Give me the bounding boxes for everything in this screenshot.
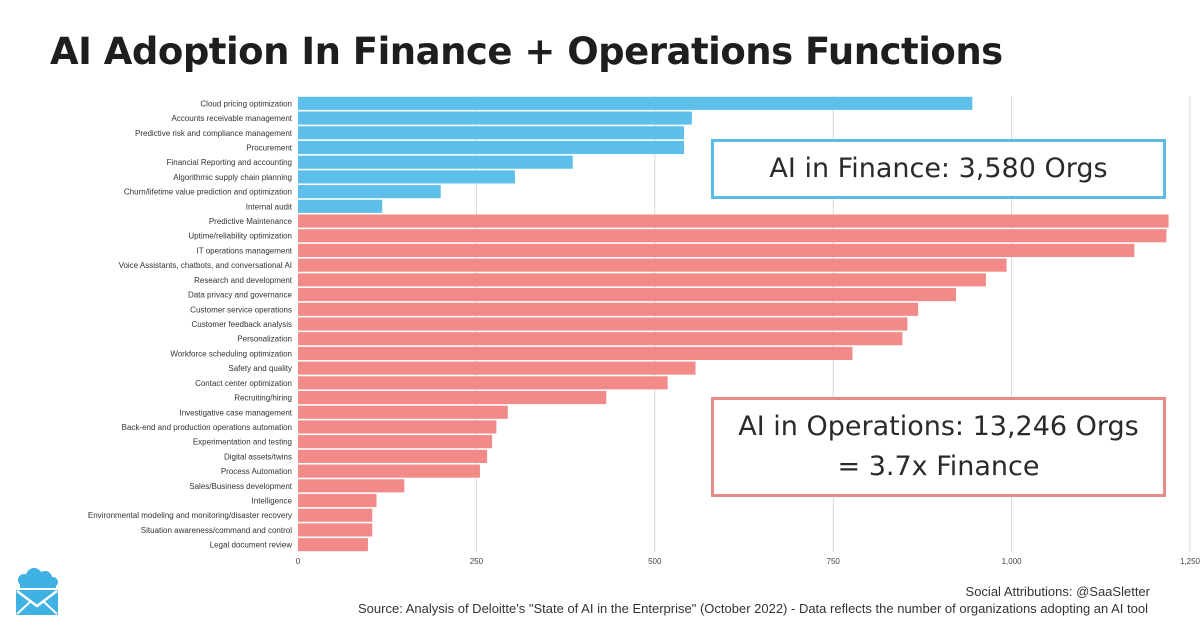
category-label: Legal document review xyxy=(210,541,292,550)
category-label: Financial Reporting and accounting xyxy=(167,158,292,167)
bar-operations xyxy=(298,390,607,405)
finance-callout-text: AI in Finance: 3,580 Orgs xyxy=(769,153,1108,184)
bar-operations xyxy=(298,435,493,449)
bar-operations xyxy=(298,214,1169,228)
bar-operations xyxy=(298,464,480,478)
x-tick-label: 750 xyxy=(827,557,841,566)
category-labels: Cloud pricing optimization Accounts recei… xyxy=(88,99,293,549)
bar-operations xyxy=(298,243,1135,258)
category-label: Back-end and production operations autom… xyxy=(122,423,292,432)
bar-operations xyxy=(298,332,903,346)
category-label: Customer service operations xyxy=(190,305,292,314)
bar-operations xyxy=(298,376,668,390)
bar-finance xyxy=(298,140,685,155)
category-label: Cloud pricing optimization xyxy=(200,99,292,108)
bar-operations xyxy=(298,302,919,316)
x-tick-label: 1,250 xyxy=(1180,557,1200,566)
operations-callout-line1: AI in Operations: 13,246 Orgs xyxy=(738,411,1139,442)
category-label: Intelligence xyxy=(252,497,293,506)
category-label: Environmental modeling and monitoring/di… xyxy=(88,511,292,520)
category-label: Customer feedback analysis xyxy=(192,320,293,329)
x-tick-label: 250 xyxy=(470,557,484,566)
category-label: Investigative case management xyxy=(179,408,292,417)
bar-finance xyxy=(298,111,692,125)
category-label: Internal audit xyxy=(246,202,293,211)
bar-operations xyxy=(298,288,956,302)
bar-operations xyxy=(298,361,696,375)
bar-operations xyxy=(298,493,377,508)
category-label: Workforce scheduling optimization xyxy=(170,349,292,358)
category-label: Safety and quality xyxy=(228,364,292,373)
category-label: IT operations management xyxy=(197,246,293,255)
category-label: Process Automation xyxy=(221,467,292,476)
bar-operations xyxy=(298,258,1007,272)
x-tick-label: 500 xyxy=(648,557,662,566)
bar-operations xyxy=(298,538,368,552)
bar-finance xyxy=(298,170,515,184)
bar-finance xyxy=(298,96,973,110)
page-title: AI Adoption In Finance + Operations Func… xyxy=(50,30,1003,73)
category-label: Predictive risk and compliance managemen… xyxy=(135,129,293,138)
category-label: Contact center optimization xyxy=(195,379,292,388)
bar-operations xyxy=(298,229,1167,243)
x-axis-ticks: 0 250 500 750 1,000 1,250 xyxy=(296,557,1200,566)
operations-callout-line2: = 3.7x Finance xyxy=(837,451,1040,482)
category-label: Recruiting/hiring xyxy=(234,394,292,403)
category-label: Procurement xyxy=(246,143,293,152)
category-label: Situation awareness/command and control xyxy=(141,526,292,535)
x-tick-label: 0 xyxy=(296,557,301,566)
bar-finance xyxy=(298,199,383,213)
category-label: Sales/Business development xyxy=(189,482,293,491)
attribution-text: Social Attributions: @SaaSletter xyxy=(965,584,1150,599)
bar-operations xyxy=(298,317,908,331)
bar-operations xyxy=(298,508,373,522)
bar-operations xyxy=(298,346,853,360)
bar-finance xyxy=(298,185,441,199)
category-label: Uptime/reliability optimization xyxy=(188,232,292,241)
x-tick-label: 1,000 xyxy=(1002,557,1023,566)
category-label: Churn/lifetime value prediction and opti… xyxy=(124,188,292,197)
category-label: Data privacy and governance xyxy=(188,291,293,300)
category-label: Experimentation and testing xyxy=(193,438,292,447)
category-label: Digital assets/twins xyxy=(224,452,292,461)
envelope-cloud-icon xyxy=(16,568,58,615)
bar-operations xyxy=(298,449,488,463)
bar-finance xyxy=(298,126,685,140)
category-label: Personalization xyxy=(237,335,292,344)
category-label: Predictive Maintenance xyxy=(209,217,293,226)
bar-operations xyxy=(298,405,508,419)
source-text: Source: Analysis of Deloitte's "State of… xyxy=(358,601,1148,616)
operations-callout: AI in Operations: 13,246 Orgs = 3.7x Fin… xyxy=(711,397,1166,497)
bar-finance xyxy=(298,155,573,169)
category-label: Accounts receivable management xyxy=(171,114,292,123)
category-label: Voice Assistants, chatbots, and conversa… xyxy=(119,261,292,270)
category-label: Algorithmic supply chain planning xyxy=(173,173,292,182)
chart-bars xyxy=(298,96,1169,552)
bar-operations xyxy=(298,273,986,287)
category-label: Research and development xyxy=(194,276,293,285)
bar-operations xyxy=(298,523,373,537)
finance-callout: AI in Finance: 3,580 Orgs xyxy=(711,139,1166,199)
bar-operations xyxy=(298,420,497,434)
bar-operations xyxy=(298,479,405,493)
